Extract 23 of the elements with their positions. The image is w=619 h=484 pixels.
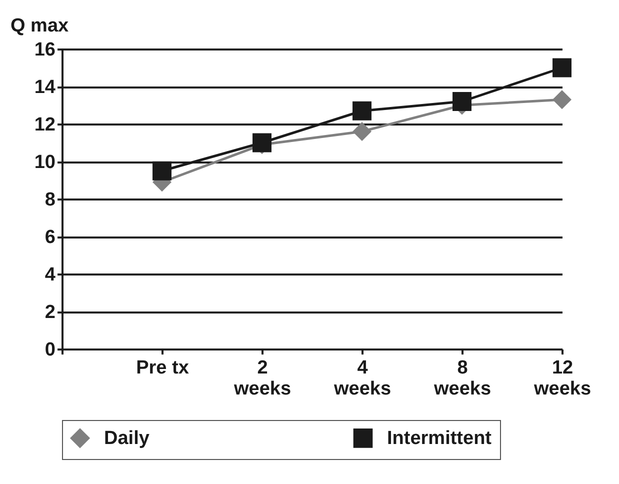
x-tick-label: 4 weeks <box>332 358 392 400</box>
point <box>352 101 372 120</box>
x-tick-label: Pre tx <box>136 358 190 378</box>
x-tick-label: 2 weeks <box>232 358 292 400</box>
point <box>152 161 172 180</box>
y-tick-label: 4 <box>44 264 56 286</box>
point <box>452 92 472 111</box>
y-tick-label: 8 <box>44 190 56 210</box>
legend-label: Daily <box>104 428 150 450</box>
y-tick-label: 14 <box>34 77 56 98</box>
y-tick-label: 12 <box>34 114 56 136</box>
y-tick-label: 0 <box>44 340 56 360</box>
y-tick-label: 16 <box>34 40 56 60</box>
legend-label: Intermittent <box>387 428 492 450</box>
point <box>352 122 372 141</box>
x-tick-label: 12 weeks <box>532 358 592 400</box>
point <box>552 58 572 78</box>
y-axis-title: Q max <box>10 16 70 36</box>
y-tick-label: 10 <box>34 152 56 173</box>
point <box>552 90 572 110</box>
y-tick-label: 2 <box>44 302 56 323</box>
x-tick-label: 8 weeks <box>432 358 492 400</box>
y-tick-label: 6 <box>44 227 56 248</box>
